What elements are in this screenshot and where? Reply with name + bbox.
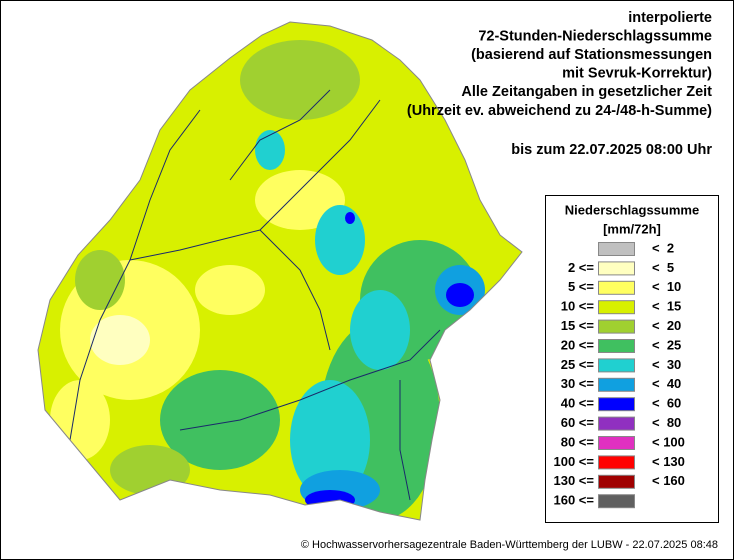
legend-swatch: [598, 377, 635, 392]
header-line: 72-Stunden-Niederschlagssumme: [478, 28, 712, 44]
legend-swatch: [598, 339, 635, 353]
header-line: interpolierte: [628, 10, 712, 26]
legend-upper: < 2: [652, 240, 674, 255]
header-line: Alle Zeitangaben in gesetzlicher Zeit: [461, 84, 712, 100]
legend-upper: < 20: [652, 318, 681, 333]
legend-lower: 40 <=: [561, 396, 595, 411]
copyright: © Hochwasservorhersagezentrale Baden-Wür…: [301, 539, 718, 551]
legend-swatch: [598, 319, 635, 334]
legend-lower: 25 <=: [561, 357, 595, 372]
legend-upper: < 10: [652, 279, 681, 294]
legend-upper: < 80: [652, 415, 681, 430]
legend-upper: < 30: [652, 357, 681, 372]
legend-lower: 160 <=: [554, 493, 595, 508]
legend-lower: 2 <=: [568, 260, 594, 275]
legend-lower: 10 <=: [561, 299, 595, 314]
legend-upper: < 5: [652, 260, 674, 275]
legend-swatch: [598, 280, 635, 295]
legend-upper: < 160: [652, 473, 685, 488]
legend-swatch: [598, 436, 635, 450]
legend-title: Niederschlagssumme: [565, 202, 699, 217]
legend-lower: 60 <=: [561, 415, 595, 430]
legend-upper: < 130: [652, 454, 685, 469]
legend-upper: < 40: [652, 376, 681, 391]
legend-lower: 15 <=: [561, 318, 595, 333]
legend-lower: 130 <=: [554, 473, 595, 488]
legend-lower: 20 <=: [561, 337, 595, 352]
rivers: [69, 89, 441, 501]
header-line: (basierend auf Stationsmessungen: [471, 47, 712, 63]
legend-swatch: [598, 397, 635, 412]
legend-swatch: [598, 494, 635, 509]
legend-lower: 80 <=: [561, 434, 595, 449]
legend-swatch: [598, 300, 635, 315]
legend-upper: < 25: [652, 337, 681, 352]
header-line: mit Sevruk-Korrektur): [562, 66, 712, 82]
legend-upper: < 100: [652, 434, 685, 449]
legend-swatch: [598, 416, 635, 431]
legend-upper: < 15: [652, 299, 681, 314]
legend-swatch: [598, 455, 635, 470]
header-line: (Uhrzeit ev. abweichend zu 24-/48-h-Summ…: [407, 103, 712, 119]
legend-unit: [mm/72h]: [603, 221, 661, 236]
legend-upper: < 60: [652, 396, 681, 411]
legend-swatch: [598, 261, 635, 276]
legend-lower: 30 <=: [561, 376, 595, 391]
legend-lower: 100 <=: [554, 454, 595, 469]
header-period: bis zum 22.07.2025 08:00 Uhr: [511, 142, 712, 158]
legend-swatch: [598, 242, 635, 256]
legend-lower: 5 <=: [568, 279, 594, 294]
legend-swatch: [598, 474, 635, 489]
legend-swatch: [598, 358, 635, 373]
